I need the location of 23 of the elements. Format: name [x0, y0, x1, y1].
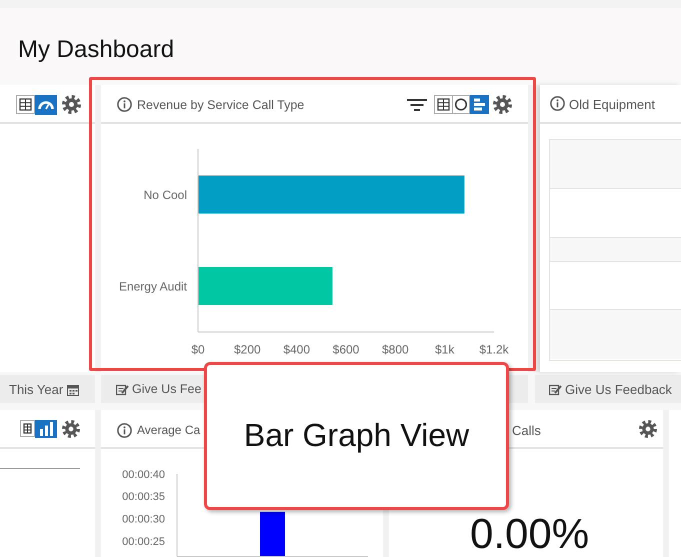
- x-tick-label: $1.2k: [479, 342, 510, 357]
- y-tick-label: 00:00:25: [122, 535, 165, 548]
- text: Calls: [512, 423, 541, 439]
- y-tick-label: 00:00:40: [122, 468, 165, 480]
- x-tick-label: $0: [191, 342, 205, 357]
- x-tick-label: $400: [283, 342, 310, 357]
- chart-title: Revenue by Service Call Type: [137, 98, 304, 113]
- y-tick-label: No Cool: [144, 188, 187, 202]
- text: My Dashboard: [18, 36, 174, 65]
- x-tick-label: $800: [382, 342, 410, 357]
- x-tick-label: $1k: [434, 342, 456, 357]
- text: This Year: [9, 382, 64, 398]
- x-tick-label: $200: [234, 342, 262, 357]
- y-tick-label: 00:00:35: [122, 490, 165, 503]
- y-tick-label: 00:00:30: [122, 513, 165, 525]
- y-tick-label: Energy Audit: [118, 280, 188, 294]
- chart-title: Average Ca: [137, 423, 200, 438]
- text: Give Us Fee: [132, 382, 202, 397]
- text: 0.00%: [470, 510, 590, 557]
- x-tick-label: $600: [332, 342, 360, 357]
- text: Give Us Feedback: [565, 382, 672, 398]
- text: Old Equipment: [569, 97, 655, 113]
- text: Bar Graph View: [244, 417, 470, 454]
